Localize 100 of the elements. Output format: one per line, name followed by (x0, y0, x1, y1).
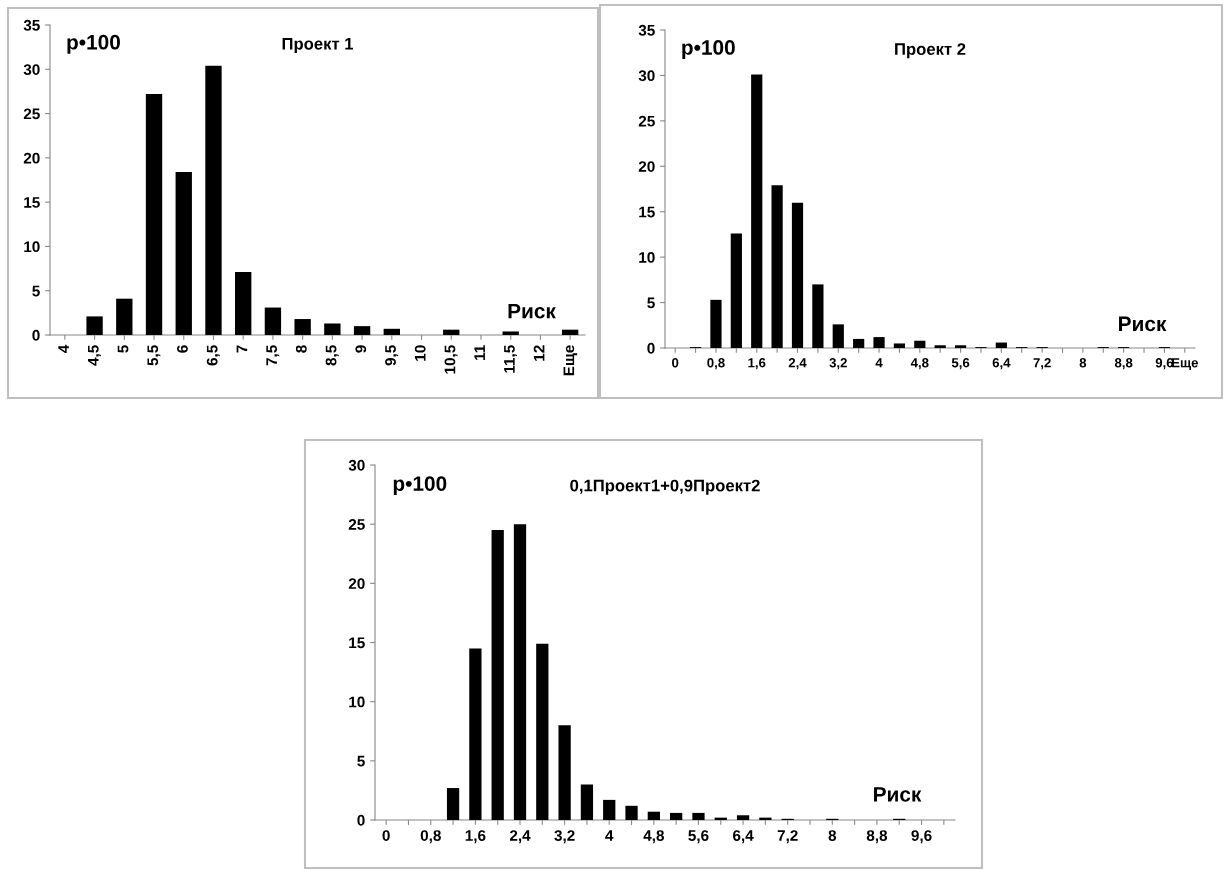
bar (692, 812, 705, 820)
x-tick-label: 7,2 (1033, 358, 1051, 370)
x-tick-label: 4,8 (643, 830, 664, 844)
bar (175, 172, 192, 335)
x-tick-label: 6,4 (992, 358, 1011, 370)
x-tick-label: 8,8 (866, 830, 888, 844)
x-tick-label: 9,5 (385, 345, 399, 366)
x-tick-label: 4,5 (88, 345, 101, 366)
x-tick-label: 9,6 (911, 830, 932, 844)
x-tick-label: 0,8 (707, 358, 725, 370)
y-tick-label: 25 (348, 519, 365, 530)
bar (759, 817, 772, 820)
bar (670, 812, 683, 820)
bar (603, 799, 616, 820)
y-tick-label: 35 (23, 19, 40, 31)
x-tick-label: 8,8 (1114, 358, 1133, 370)
y-tick-label: 35 (638, 24, 655, 36)
y-axis-title: p•100 (682, 40, 735, 59)
bar (625, 805, 638, 820)
x-tick-label: 7,5 (266, 345, 280, 366)
bar (502, 331, 519, 335)
annotation: Риск (508, 303, 556, 319)
bar (264, 307, 282, 335)
x-tick-label: 6,4 (733, 830, 754, 844)
bar (995, 342, 1007, 348)
y-tick-label: 25 (23, 108, 40, 120)
y-tick-label: 0 (32, 329, 40, 341)
x-tick-label: 0 (672, 358, 679, 368)
x-tick-label: 8 (1079, 358, 1087, 368)
x-tick-label: 1,6 (465, 830, 486, 844)
x-tick-label: 8 (828, 830, 837, 841)
x-tick-label: 7,2 (777, 830, 798, 844)
bar (558, 725, 571, 820)
bar (235, 272, 252, 335)
x-tick-label: 10 (414, 345, 426, 361)
x-tick-label: 11,5 (504, 345, 518, 373)
bar (536, 643, 549, 820)
y-tick-label: 30 (348, 459, 365, 471)
y-tick-label: 30 (23, 64, 40, 75)
bar (710, 299, 722, 348)
x-tick-label: 6 (177, 345, 188, 353)
y-tick-label: 15 (639, 206, 655, 218)
bar (832, 324, 844, 348)
bar (294, 319, 311, 335)
x-tick-label: 12 (533, 345, 545, 361)
bar (446, 788, 460, 820)
x-tick-label: 6,5 (206, 345, 220, 366)
bar (873, 337, 885, 348)
text: Проект 2 (895, 43, 966, 59)
bar (914, 340, 926, 348)
bar (116, 298, 133, 335)
text: Проект 1 (282, 38, 354, 53)
x-tick-label: 2,4 (509, 830, 531, 844)
y-tick-label: 15 (24, 197, 40, 208)
bar (469, 648, 482, 820)
bar (353, 326, 371, 335)
y-tick-label: 20 (23, 152, 40, 164)
y-axis-title: p•100 (67, 34, 120, 54)
y-tick-label: 0 (357, 814, 365, 826)
x-tick-label: 5,5 (147, 345, 161, 366)
y-tick-label: 20 (638, 161, 655, 172)
bar (513, 524, 527, 820)
x-tick-label: 0,8 (420, 830, 441, 844)
x-tick-label: 0 (382, 830, 390, 841)
x-tick-label: 5,6 (951, 358, 970, 370)
bar (491, 530, 504, 820)
bar (736, 815, 750, 820)
x-tick-label: 7 (236, 345, 248, 353)
x-tick-label: 2,4 (788, 358, 807, 370)
x-tick-label: 3,2 (554, 830, 575, 844)
bar (954, 345, 967, 348)
x-tick-label: 3,2 (829, 358, 847, 370)
x-tick-label: Еще (1172, 358, 1198, 370)
x-tick-label: 4 (58, 344, 69, 353)
bar (383, 328, 400, 335)
x-tick-label: 1,6 (748, 358, 766, 370)
x-tick-label: 4 (605, 830, 614, 841)
bar (791, 202, 804, 348)
bar (853, 338, 865, 348)
x-tick-label: 10,5 (444, 345, 458, 374)
bar (812, 284, 824, 348)
bar (86, 316, 103, 335)
x-tick-label: 9 (355, 345, 367, 353)
bar (771, 185, 783, 348)
x-tick-label: 5 (117, 345, 129, 353)
bar (324, 323, 341, 335)
y-tick-label: 5 (357, 755, 365, 767)
y-tick-label: 30 (638, 70, 655, 82)
y-tick-label: 15 (349, 637, 365, 649)
annotation: Риск (1119, 316, 1167, 332)
y-tick-label: 25 (638, 115, 655, 127)
x-tick-label: 8 (295, 345, 307, 353)
x-tick-label: 9,6 (1155, 358, 1174, 370)
bar (730, 233, 742, 348)
y-tick-label: 10 (24, 241, 40, 253)
x-tick-label: 11 (474, 345, 485, 360)
y-tick-label: 5 (32, 285, 40, 297)
x-tick-label: 8,5 (325, 345, 339, 366)
x-tick-label: 4 (875, 358, 883, 368)
bar (443, 329, 460, 335)
